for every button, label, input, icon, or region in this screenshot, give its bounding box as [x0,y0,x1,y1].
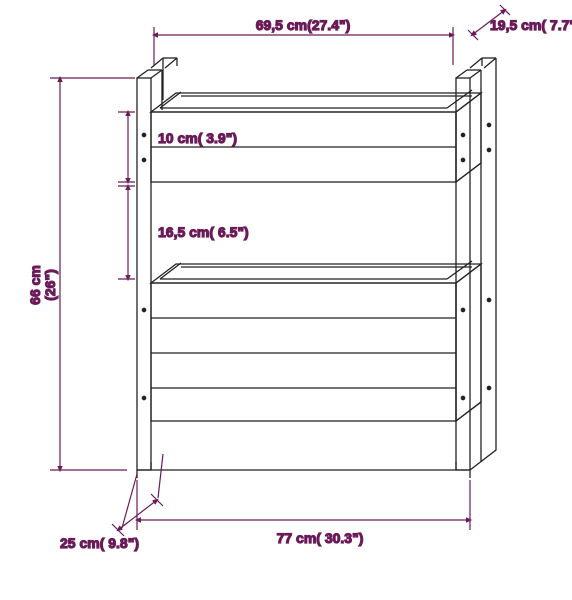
product-drawing [137,58,496,478]
label-base-depth: 25 cm( 9.8") [60,535,139,551]
dimensions: 69,5 cm(27.4") 19,5 cm( 7.7") 10 cm( 3.9… [27,5,572,551]
screws [142,123,490,399]
label-base-width: 77 cm( 30.3") [277,530,364,546]
label-overall-height-in: (26") [42,269,58,301]
label-top-depth: 19,5 cm( 7.7") [490,17,572,33]
label-upper-box-height: 10 cm( 3.9") [158,130,237,146]
label-overall-height-cm: 66 cm [27,265,43,305]
label-gap-height: 16,5 cm( 6.5") [158,224,249,240]
label-top-inner-width: 69,5 cm(27.4") [256,17,351,33]
